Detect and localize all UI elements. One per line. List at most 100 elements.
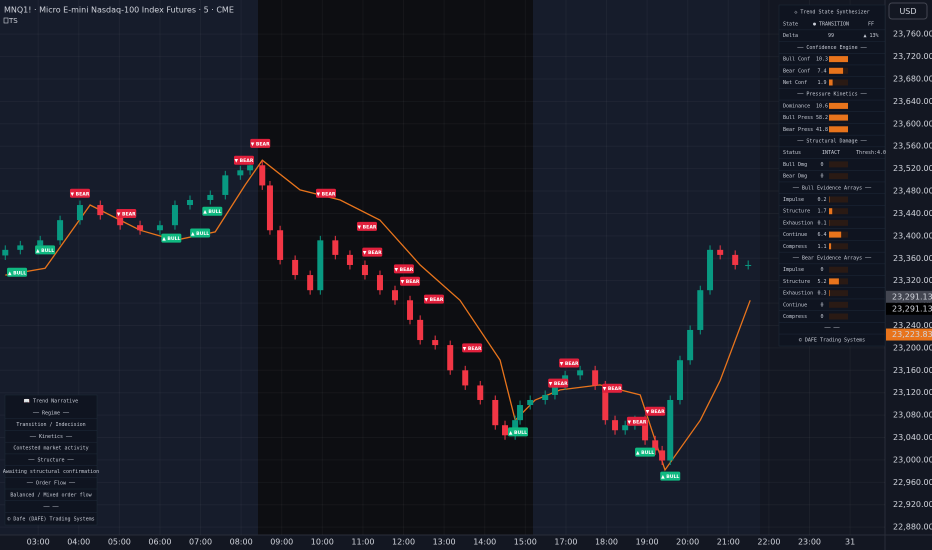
x-tick-label: 06:00 bbox=[148, 538, 171, 547]
x-tick-label: 31 bbox=[845, 538, 855, 547]
narrative-panel bbox=[4, 394, 98, 526]
metric-label: Bear Conf bbox=[783, 68, 810, 74]
signal-badge bbox=[69, 188, 90, 198]
cell: Delta bbox=[783, 33, 798, 39]
metric-label: Continue bbox=[783, 302, 807, 308]
y-tick-label: 22,880.00 bbox=[893, 523, 932, 532]
x-tick-label: 10:00 bbox=[311, 538, 334, 547]
chart-title: MNQ1! · Micro E-mini Nasdaq-100 Index Fu… bbox=[4, 6, 234, 15]
metric-bar bbox=[829, 208, 833, 215]
cell: State bbox=[783, 22, 798, 28]
signal-badge bbox=[7, 267, 28, 277]
section-header: ── Kinetics ── bbox=[29, 434, 73, 440]
currency-button[interactable] bbox=[888, 2, 928, 20]
y-tick-label: 22,920.00 bbox=[893, 500, 932, 509]
metric-value: 0 bbox=[820, 162, 823, 168]
y-tick-label: 23,520.00 bbox=[893, 164, 932, 173]
indicator-icon bbox=[3, 17, 9, 24]
candle-body bbox=[745, 264, 752, 266]
metric-label: Compress bbox=[783, 314, 807, 320]
x-tick-label: 17:00 bbox=[554, 538, 577, 547]
metric-value: 0.2 bbox=[817, 197, 826, 203]
signal-label: ▲ BULL bbox=[509, 430, 527, 436]
y-tick-label: 23,080.00 bbox=[893, 411, 932, 420]
metric-value: 0 bbox=[820, 174, 823, 180]
candle-body bbox=[687, 329, 694, 361]
cell: Status bbox=[783, 150, 801, 156]
candle-body bbox=[667, 399, 674, 461]
metric-value: 1.1 bbox=[817, 244, 826, 250]
candle-body bbox=[97, 205, 104, 216]
metric-value: 0 bbox=[820, 267, 823, 273]
section-header: ── ── bbox=[823, 326, 840, 332]
signal-badge bbox=[116, 208, 137, 218]
signal-label: ▼ BEAR bbox=[117, 211, 136, 217]
section-header: ── Pressure Kinetics ── bbox=[796, 92, 867, 98]
metric-label: Structure bbox=[783, 279, 810, 285]
narrative-footer: © Dafe (DAFE) Trading Systems bbox=[7, 517, 94, 523]
metric-label: Bull Dmg bbox=[783, 162, 807, 168]
x-tick-label: 22:00 bbox=[757, 538, 780, 547]
candle-body bbox=[222, 175, 229, 195]
x-tick-label: 05:00 bbox=[108, 538, 131, 547]
cell: FF bbox=[868, 22, 874, 28]
price-tag-label: 23,291.13 bbox=[892, 292, 932, 301]
metric-label: Bear Dmg bbox=[783, 174, 807, 180]
candle-body bbox=[542, 394, 549, 400]
candle-body bbox=[492, 399, 499, 426]
signal-badge bbox=[508, 427, 529, 437]
x-tick-label: 23:00 bbox=[798, 538, 821, 547]
candle-body bbox=[592, 370, 599, 386]
signal-badge bbox=[315, 188, 336, 198]
y-tick-label: 23,360.00 bbox=[893, 254, 932, 263]
cell: Thresh:4.0 bbox=[856, 150, 886, 156]
candle-body bbox=[392, 290, 399, 301]
y-tick-label: 23,600.00 bbox=[893, 119, 932, 128]
metric-track bbox=[829, 219, 848, 226]
candle-body bbox=[502, 425, 509, 436]
signal-label: ▼ BEAR bbox=[358, 224, 377, 230]
signal-badge bbox=[423, 294, 444, 304]
signal-badge bbox=[559, 358, 580, 368]
price-tag-label: 23,291.13 bbox=[892, 304, 932, 313]
candle-body bbox=[527, 399, 534, 406]
metric-track bbox=[829, 196, 848, 203]
y-tick-label: 23,480.00 bbox=[893, 187, 932, 196]
signal-badge bbox=[400, 276, 421, 286]
narrative-text: Contested market activity bbox=[13, 446, 88, 452]
x-tick-label: 09:00 bbox=[270, 538, 293, 547]
metric-value: 0.3 bbox=[817, 291, 826, 297]
y-tick-label: 23,440.00 bbox=[893, 209, 932, 218]
signal-label: ▼ BEAR bbox=[363, 250, 382, 256]
metric-label: Exhaustion bbox=[783, 220, 813, 226]
price-tag-label: 23,223.83 bbox=[892, 330, 932, 339]
signal-label: ▼ BEAR bbox=[463, 346, 482, 352]
candle-body bbox=[332, 240, 339, 255]
narrative-text: Balanced / Mixed order flow bbox=[10, 492, 92, 498]
signal-label: ▲ BULL bbox=[36, 248, 54, 254]
metric-label: Continue bbox=[783, 232, 807, 238]
metric-label: Bull Press bbox=[783, 115, 813, 121]
signal-label: ▼ BEAR bbox=[425, 297, 444, 303]
metric-value: 0 bbox=[820, 302, 823, 308]
metric-value: 10.3 bbox=[816, 57, 828, 63]
candle-body bbox=[186, 199, 193, 206]
cell: 99 bbox=[828, 33, 834, 39]
indicator-name: TS bbox=[8, 17, 18, 25]
signal-label: ▼ BEAR bbox=[235, 158, 254, 164]
metric-label: Bear Press bbox=[783, 127, 813, 133]
x-tick-label: 12:00 bbox=[392, 538, 415, 547]
signal-label: ▼ BEAR bbox=[628, 419, 647, 425]
metric-label: Exhaustion bbox=[783, 291, 813, 297]
signal-badge bbox=[362, 247, 383, 257]
metric-value: 6.4 bbox=[817, 232, 826, 238]
section-header: ── Bear Evidence Arrays ── bbox=[792, 256, 872, 262]
candle-body bbox=[117, 215, 124, 226]
candle-body bbox=[76, 205, 83, 221]
signal-badge bbox=[233, 155, 254, 165]
metric-label: Impulse bbox=[783, 267, 804, 273]
cell: ▲ 13% bbox=[863, 33, 878, 39]
metric-value: 0.1 bbox=[817, 220, 826, 226]
